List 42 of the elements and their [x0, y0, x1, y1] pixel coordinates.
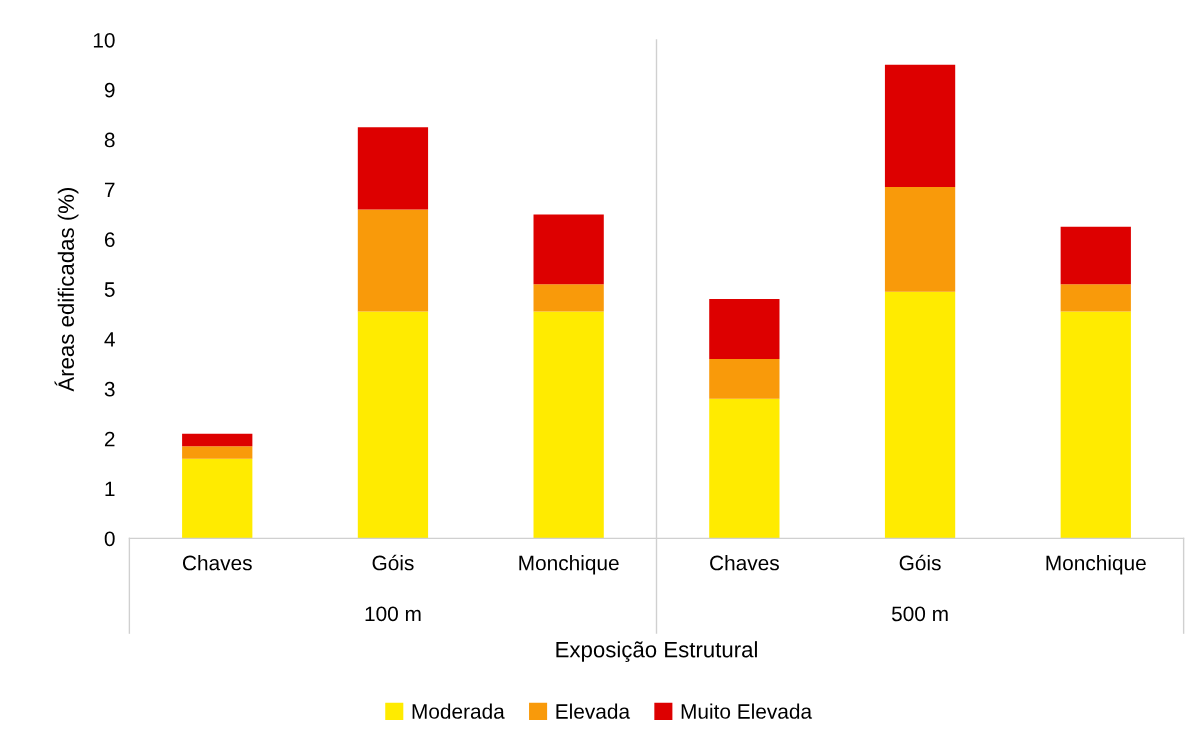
bar [182, 433, 253, 447]
bar [884, 64, 956, 187]
x-tick-label: Góis [899, 554, 941, 571]
text: 100 m [365, 606, 421, 622]
bar [1060, 284, 1131, 312]
legend-label: Muito Elevada [681, 703, 813, 719]
bar [533, 214, 604, 285]
bar [884, 186, 956, 292]
bar [709, 398, 780, 539]
y-tick-label: 9 [104, 82, 115, 98]
y-tick-label: 5 [104, 282, 115, 297]
y-tick-label: 7 [104, 182, 115, 197]
bar [884, 291, 956, 539]
bar [357, 127, 429, 210]
y-tick-label: 3 [104, 381, 115, 397]
bar [533, 311, 604, 539]
x-tick-label: Monchique [1046, 555, 1146, 575]
bar [1060, 311, 1131, 539]
bar [182, 458, 253, 539]
bar [357, 311, 429, 539]
legend-label: Moderada [412, 703, 505, 719]
y-tick-label: 2 [104, 431, 115, 447]
bar [182, 446, 253, 459]
bar [1060, 226, 1131, 285]
text: 500 m [891, 606, 948, 622]
x-tick-label: Chaves [710, 555, 779, 571]
legend-label: Elevada [556, 703, 631, 719]
bar [357, 209, 429, 312]
y-tick-label: 6 [104, 232, 115, 248]
bar [709, 358, 780, 399]
bar [709, 299, 780, 359]
x-tick-label: Monchique [519, 555, 619, 575]
x-tick-label: Chaves [182, 555, 252, 571]
y-tick-label: 10 [93, 32, 115, 48]
y-tick-label: 8 [104, 132, 115, 148]
y-tick-label: 4 [104, 332, 115, 347]
y-axis-title: Áreas edificadas (%) [54, 188, 79, 392]
x-tick-label: Góis [372, 554, 414, 571]
y-tick-label: 1 [105, 481, 115, 497]
bar [533, 284, 604, 312]
x-axis-title: Exposição Estrutural [556, 641, 757, 662]
y-tick-label: 0 [104, 531, 115, 547]
